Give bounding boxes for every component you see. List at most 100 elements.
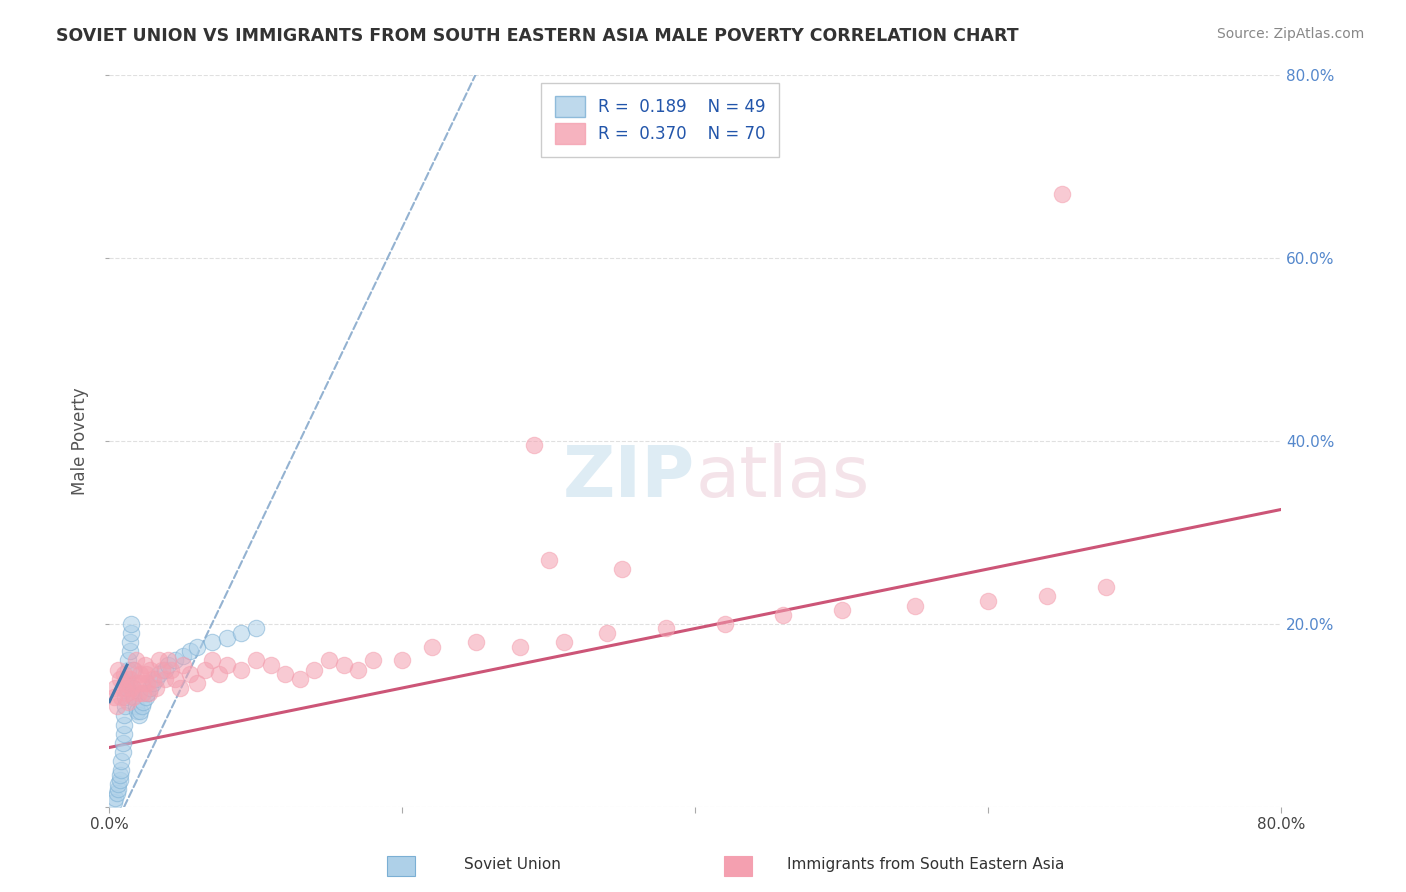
Point	[977, 594, 1000, 608]
Point	[107, 781, 129, 796]
Point	[288, 672, 311, 686]
Point	[231, 663, 253, 677]
Point	[127, 676, 149, 690]
Point	[114, 690, 136, 705]
Point	[165, 672, 187, 686]
Point	[111, 736, 134, 750]
Point	[112, 717, 135, 731]
Point	[118, 644, 141, 658]
Point	[128, 685, 150, 699]
Point	[129, 704, 152, 718]
Point	[148, 667, 170, 681]
Point	[112, 708, 135, 723]
Point	[128, 708, 150, 723]
Point	[537, 553, 560, 567]
Point	[186, 640, 208, 654]
Point	[215, 631, 238, 645]
Point	[115, 681, 138, 695]
Point	[127, 704, 149, 718]
Point	[118, 635, 141, 649]
Point	[107, 777, 129, 791]
Point	[135, 690, 157, 705]
Point	[124, 663, 146, 677]
Point	[121, 663, 143, 677]
Point	[347, 663, 370, 677]
Point	[772, 607, 794, 622]
Point	[136, 676, 159, 690]
Point	[509, 640, 531, 654]
Point	[121, 681, 143, 695]
Point	[105, 786, 128, 800]
Point	[464, 635, 486, 649]
Point	[121, 690, 143, 705]
Point	[156, 653, 179, 667]
Point	[333, 658, 356, 673]
Text: SOVIET UNION VS IMMIGRANTS FROM SOUTH EASTERN ASIA MALE POVERTY CORRELATION CHAR: SOVIET UNION VS IMMIGRANTS FROM SOUTH EA…	[56, 27, 1019, 45]
Point	[655, 622, 678, 636]
Point	[112, 667, 135, 681]
Point	[165, 653, 187, 667]
Point	[172, 658, 194, 673]
Point	[186, 676, 208, 690]
Point	[118, 672, 141, 686]
Point	[108, 672, 131, 686]
Point	[139, 681, 162, 695]
Point	[201, 635, 224, 649]
Point	[391, 653, 413, 667]
Point	[150, 663, 173, 677]
Point	[110, 690, 132, 705]
Point	[153, 672, 176, 686]
Point	[420, 640, 443, 654]
Point	[107, 663, 129, 677]
Point	[610, 562, 633, 576]
Point	[108, 768, 131, 782]
Point	[172, 648, 194, 663]
Point	[115, 672, 138, 686]
Point	[231, 626, 253, 640]
Point	[274, 667, 297, 681]
Text: ZIP: ZIP	[564, 442, 696, 512]
Point	[108, 772, 131, 787]
Point	[120, 626, 142, 640]
Point	[105, 699, 128, 714]
Point	[132, 685, 155, 699]
Point	[111, 745, 134, 759]
Point	[142, 676, 165, 690]
Point	[596, 626, 619, 640]
Point	[523, 438, 546, 452]
Point	[110, 764, 132, 778]
Point	[142, 672, 165, 686]
Point	[153, 663, 176, 677]
Point	[135, 667, 157, 681]
Point	[139, 663, 162, 677]
Point	[134, 658, 156, 673]
Point	[124, 690, 146, 705]
Point	[201, 653, 224, 667]
Point	[115, 685, 138, 699]
Point	[145, 672, 167, 686]
Point	[553, 635, 575, 649]
Legend: R =  0.189    N = 49, R =  0.370    N = 70: R = 0.189 N = 49, R = 0.370 N = 70	[541, 83, 779, 157]
Point	[112, 727, 135, 741]
Point	[245, 653, 267, 667]
Point	[361, 653, 384, 667]
Text: atlas: atlas	[696, 442, 870, 512]
Point	[156, 658, 179, 673]
Point	[114, 676, 136, 690]
Point	[713, 616, 735, 631]
Point	[120, 616, 142, 631]
Point	[259, 658, 281, 673]
Point	[245, 622, 267, 636]
Point	[131, 676, 153, 690]
Point	[138, 685, 160, 699]
Point	[117, 653, 139, 667]
Point	[831, 603, 853, 617]
Point	[1050, 186, 1073, 201]
Point	[131, 699, 153, 714]
Point	[136, 685, 159, 699]
Text: Soviet Union: Soviet Union	[464, 857, 561, 872]
Point	[215, 658, 238, 673]
Point	[1094, 580, 1116, 594]
Point	[125, 653, 148, 667]
Point	[145, 681, 167, 695]
